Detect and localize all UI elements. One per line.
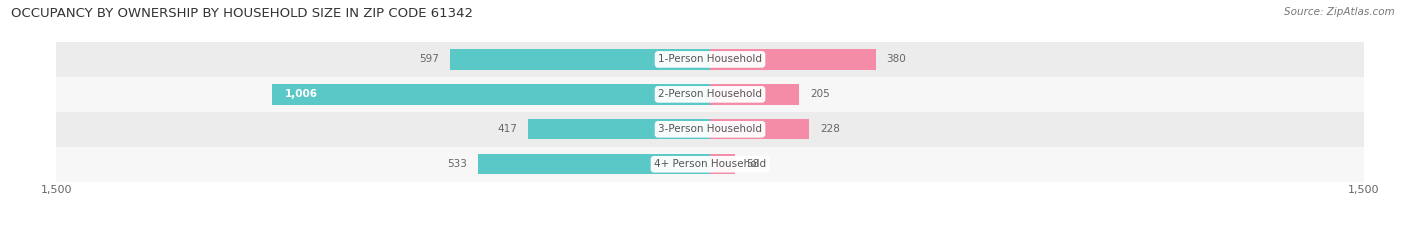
Bar: [710, 84, 800, 105]
Bar: [56, 147, 1364, 182]
Bar: [450, 49, 710, 69]
Bar: [710, 154, 735, 174]
Text: 3-Person Household: 3-Person Household: [658, 124, 762, 134]
Text: OCCUPANCY BY OWNERSHIP BY HOUSEHOLD SIZE IN ZIP CODE 61342: OCCUPANCY BY OWNERSHIP BY HOUSEHOLD SIZE…: [11, 7, 474, 20]
Text: 2-Person Household: 2-Person Household: [658, 89, 762, 99]
Text: 1,006: 1,006: [284, 89, 318, 99]
Text: Source: ZipAtlas.com: Source: ZipAtlas.com: [1284, 7, 1395, 17]
Text: 205: 205: [810, 89, 830, 99]
Bar: [710, 119, 810, 139]
Bar: [56, 77, 1364, 112]
Text: 228: 228: [820, 124, 841, 134]
Bar: [271, 84, 710, 105]
Bar: [56, 112, 1364, 147]
Text: 417: 417: [498, 124, 517, 134]
Bar: [710, 49, 876, 69]
Bar: [56, 42, 1364, 77]
Text: 58: 58: [747, 159, 759, 169]
Text: 533: 533: [447, 159, 467, 169]
Text: 380: 380: [887, 55, 907, 64]
Text: 1-Person Household: 1-Person Household: [658, 55, 762, 64]
Text: 4+ Person Household: 4+ Person Household: [654, 159, 766, 169]
Text: 597: 597: [419, 55, 439, 64]
Bar: [478, 154, 710, 174]
Bar: [529, 119, 710, 139]
